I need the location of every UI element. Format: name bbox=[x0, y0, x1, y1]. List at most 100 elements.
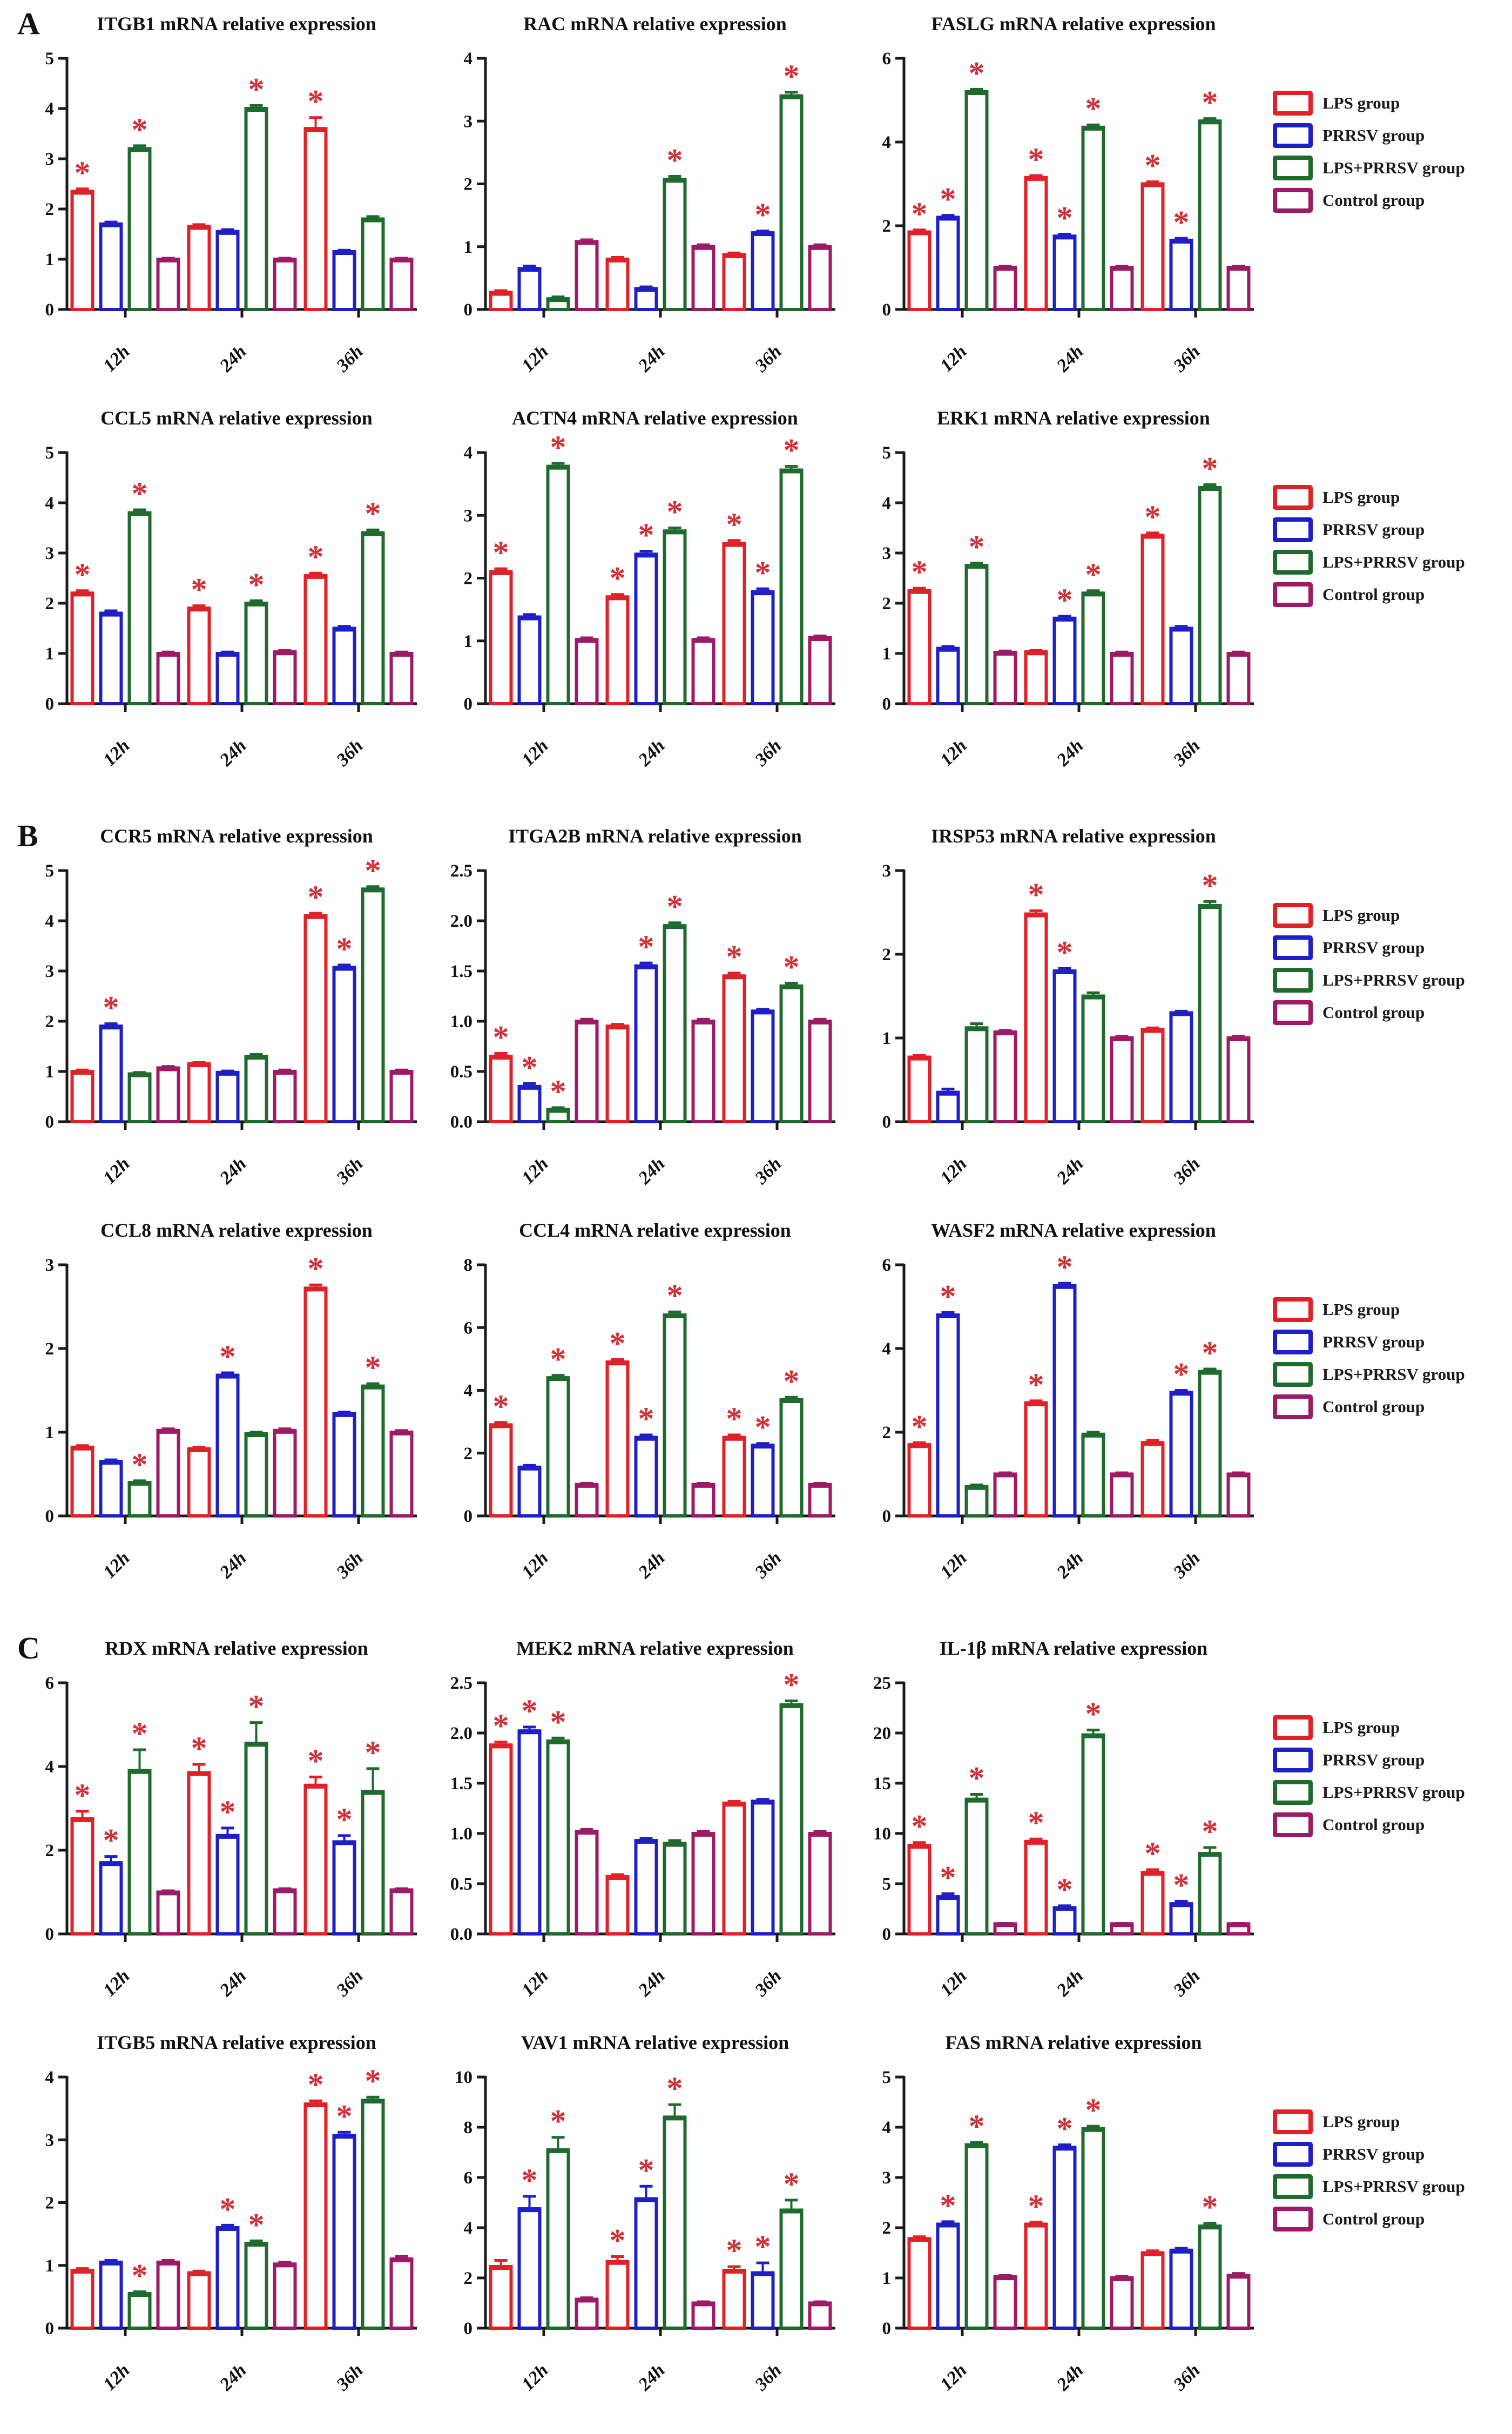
x-tick-label: 36h bbox=[751, 1154, 785, 1188]
bar-top-cap bbox=[1082, 1733, 1105, 1738]
legend-swatch-icon bbox=[1273, 1812, 1313, 1837]
bar-itgb5-12h bbox=[156, 2260, 180, 2330]
y-tick-label: 0 bbox=[464, 2319, 473, 2338]
x-tick-label: 12h bbox=[518, 1966, 552, 2000]
bar-top-cap bbox=[333, 2134, 356, 2139]
significance-star: * bbox=[1057, 1249, 1073, 1285]
bar-fas-24h bbox=[1052, 2146, 1077, 2330]
bar-top-cap bbox=[936, 646, 960, 652]
x-tick-label: 24h bbox=[1052, 2360, 1087, 2395]
bar-top-cap bbox=[751, 1444, 774, 1449]
y-tick-label: 3 bbox=[464, 506, 473, 525]
significance-star: * bbox=[610, 1326, 626, 1361]
y-tick-label: 3 bbox=[882, 544, 892, 563]
bar-top-cap bbox=[304, 1286, 327, 1292]
bar-ccl5-24h bbox=[273, 650, 297, 705]
bar-top-cap bbox=[723, 253, 746, 258]
bar-top-cap bbox=[1170, 239, 1193, 244]
legend-item-lps-group: LPS group bbox=[1273, 1715, 1474, 1740]
bar-irsp53-36h bbox=[1140, 1028, 1165, 1123]
x-tick-label: 36h bbox=[332, 1966, 367, 2000]
significance-star: * bbox=[610, 2222, 626, 2258]
x-tick-label: 24h bbox=[215, 736, 250, 770]
bar-ccl4-36h bbox=[722, 1435, 746, 1518]
bar-ccl4-24h bbox=[691, 1482, 716, 1518]
bar-top-cap bbox=[1227, 652, 1250, 657]
bar-itgb5-36h bbox=[389, 2257, 414, 2330]
bar-ccl4-24h bbox=[605, 1360, 630, 1518]
chart-slot: ITGB5 mRNA relative expression 0 1 2 3 4 * 12h *… bbox=[14, 2023, 433, 2406]
bar-top-cap bbox=[489, 2265, 512, 2270]
legend-label: LPS+PRRSV group bbox=[1322, 2177, 1465, 2196]
bar-top-cap bbox=[546, 1376, 570, 1381]
x-tick-label: 36h bbox=[1169, 1966, 1204, 2000]
significance-star: * bbox=[1202, 1813, 1218, 1849]
legend-swatch-icon bbox=[1273, 935, 1313, 960]
y-tick-label: 1 bbox=[882, 2269, 892, 2288]
bar-top-cap bbox=[245, 107, 268, 112]
bar-top-cap bbox=[780, 94, 803, 99]
bar-top-cap bbox=[273, 2262, 296, 2268]
significance-star: * bbox=[940, 1860, 956, 1896]
x-tick-label: 36h bbox=[1169, 2360, 1204, 2395]
x-tick-label: 24h bbox=[1052, 1548, 1087, 1582]
significance-star: * bbox=[308, 1743, 324, 1778]
bar-top-cap bbox=[157, 1066, 180, 1071]
bar-ccl8-36h bbox=[361, 1384, 385, 1518]
bar-top-cap bbox=[663, 2115, 686, 2121]
bar-ccl5-12h bbox=[156, 652, 180, 705]
bar-ccl4-36h bbox=[808, 1482, 832, 1518]
bar-top-cap bbox=[128, 147, 151, 152]
bar-top-cap bbox=[575, 2297, 598, 2303]
significance-star: * bbox=[1202, 85, 1218, 120]
y-tick-label: 4 bbox=[882, 1339, 892, 1359]
bar-top-cap bbox=[606, 1360, 629, 1366]
bar-rac-36h bbox=[722, 253, 746, 311]
y-tick-label: 8 bbox=[464, 2118, 473, 2138]
chart-rdx: RDX mRNA relative expression 0 2 4 6 * * * 12h * *… bbox=[45, 1637, 417, 2001]
y-tick-label: 5 bbox=[45, 861, 55, 881]
y-tick-label: 1 bbox=[45, 1062, 55, 1082]
significance-star: * bbox=[336, 931, 353, 967]
bar-irsp53-36h bbox=[1226, 1036, 1251, 1123]
significance-star: * bbox=[365, 1735, 381, 1770]
bar-top-cap bbox=[99, 1861, 123, 1866]
bar-top-cap bbox=[994, 2275, 1017, 2281]
y-tick-label: 4 bbox=[45, 494, 55, 513]
y-tick-label: 1.0 bbox=[450, 1012, 473, 1031]
y-tick-label: 4 bbox=[464, 443, 473, 463]
y-tick-label: 4 bbox=[464, 1381, 473, 1401]
bar-top-cap bbox=[1053, 616, 1076, 622]
bar-top-cap bbox=[1141, 182, 1164, 187]
bar-top-cap bbox=[99, 2260, 123, 2266]
significance-star: * bbox=[1145, 1836, 1161, 1871]
bar-ccl4-36h bbox=[779, 1398, 804, 1518]
legend-label: Control group bbox=[1322, 2209, 1425, 2228]
bar-itga2b-24h bbox=[634, 964, 658, 1123]
bar-top-cap bbox=[273, 258, 296, 262]
bar-ccr5-24h bbox=[215, 1070, 240, 1123]
bar-top-cap bbox=[692, 638, 715, 643]
bar-top-cap bbox=[606, 258, 629, 262]
bar-mek2-12h bbox=[517, 1729, 542, 1936]
x-tick-label: 36h bbox=[751, 1966, 785, 2000]
x-tick-label: 36h bbox=[1169, 1548, 1204, 1582]
bar-vav1-24h bbox=[691, 2301, 716, 2330]
significance-star: * bbox=[940, 181, 956, 217]
y-tick-label: 2 bbox=[45, 1841, 55, 1860]
bar-mek2-36h bbox=[722, 1802, 746, 1936]
legend-label: Control group bbox=[1322, 1003, 1425, 1022]
bar-top-cap bbox=[1110, 2276, 1133, 2281]
legend-label: LPS group bbox=[1322, 1300, 1400, 1319]
significance-star: * bbox=[220, 1339, 236, 1374]
x-tick-label: 12h bbox=[936, 1966, 971, 2000]
legend-item-prrsv-group: PRRSV group bbox=[1273, 1330, 1474, 1354]
significance-star: * bbox=[1145, 499, 1161, 535]
y-tick-label: 2 bbox=[45, 200, 55, 219]
bar-top-cap bbox=[1141, 1441, 1164, 1446]
bar-faslg-12h bbox=[993, 266, 1017, 311]
bar-erk1-12h bbox=[936, 646, 960, 706]
y-tick-label: 0.0 bbox=[450, 1925, 473, 1944]
x-tick-label: 12h bbox=[936, 1154, 971, 1188]
legend-swatch-icon bbox=[1273, 2207, 1313, 2231]
